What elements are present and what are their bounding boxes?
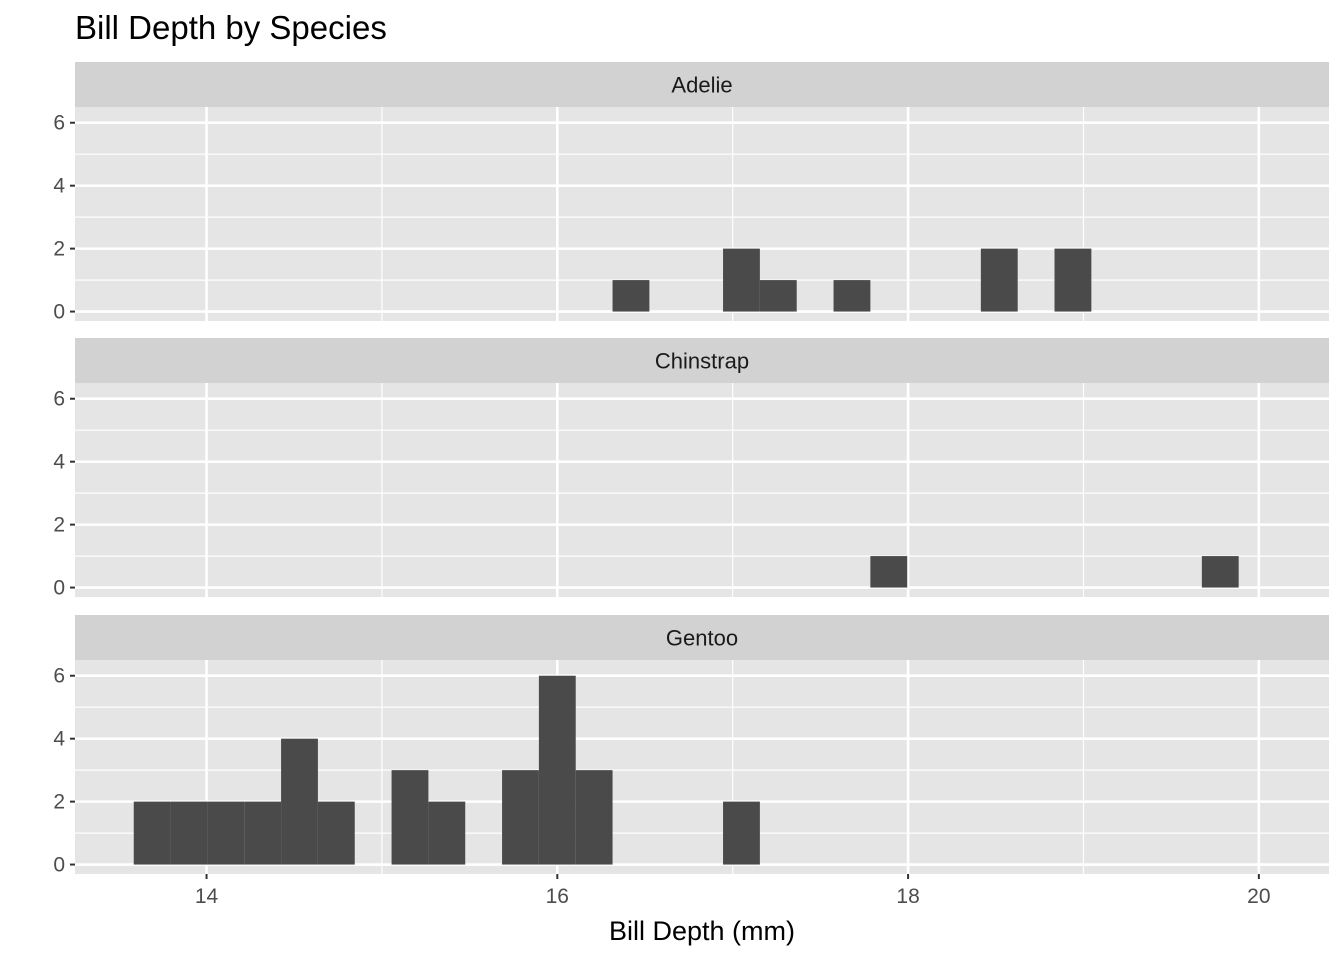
histogram-bar: [133, 801, 171, 865]
histogram-bar: [244, 801, 282, 865]
histogram-bar: [1054, 248, 1092, 312]
histogram-bar: [575, 770, 613, 865]
facet-strip-label: Chinstrap: [655, 349, 749, 374]
facet-strip: [75, 62, 1329, 107]
y-tick-label: 6: [53, 665, 65, 688]
histogram-bar: [538, 675, 576, 865]
x-axis-title: Bill Depth (mm): [609, 916, 795, 946]
histogram-bar: [723, 801, 760, 865]
histogram-bar: [980, 248, 1018, 312]
y-tick-label: 2: [53, 791, 65, 814]
y-tick-label: 4: [53, 175, 65, 198]
y-tick-label: 2: [53, 514, 65, 537]
panel-background: [75, 107, 1329, 321]
y-tick-label: 2: [53, 238, 65, 261]
x-tick-label: 14: [195, 885, 219, 908]
x-axis: 14 16 18 20: [195, 874, 1271, 908]
histogram-bar: [207, 801, 245, 865]
facet-adelie: Adelie 0 2 4 6: [53, 62, 1329, 324]
y-tick-label: 6: [53, 388, 65, 411]
x-tick-label: 18: [896, 885, 919, 908]
facet-panels: Adelie 0 2 4 6 Chinstrap 0 2 4 6 Gentoo 0 2 4 6: [53, 62, 1329, 877]
panel-background: [75, 383, 1329, 597]
facet-strip-label: Adelie: [671, 73, 732, 98]
histogram-bar: [502, 770, 539, 865]
histogram-bar: [170, 801, 208, 865]
histogram-bar: [612, 280, 650, 312]
histogram-bar: [317, 801, 355, 865]
histogram-bar: [870, 556, 908, 588]
facet-chinstrap: Chinstrap 0 2 4 6: [53, 338, 1329, 600]
histogram-bar: [759, 280, 797, 312]
y-tick-label: 0: [53, 301, 65, 324]
histogram-bar: [723, 248, 760, 312]
y-tick-label: 0: [53, 577, 65, 600]
y-tick-label: 0: [53, 854, 65, 877]
x-tick-label: 20: [1247, 885, 1270, 908]
chart-title: Bill Depth by Species: [75, 9, 387, 46]
facet-gentoo: Gentoo 0 2 4 6: [53, 615, 1329, 877]
y-tick-label: 6: [53, 112, 65, 135]
histogram-bar: [1201, 556, 1239, 588]
facet-strip-label: Gentoo: [666, 626, 738, 651]
facet-strip: [75, 338, 1329, 383]
facet-strip: [75, 615, 1329, 660]
y-tick-label: 4: [53, 451, 65, 474]
histogram-bar: [833, 280, 871, 312]
histogram-bar: [391, 770, 429, 865]
x-tick-label: 16: [546, 885, 569, 908]
histogram-bar: [428, 801, 466, 865]
y-tick-label: 4: [53, 728, 65, 751]
histogram-bar: [281, 738, 318, 865]
